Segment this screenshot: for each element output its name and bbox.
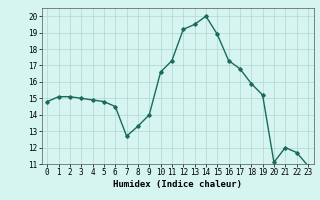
X-axis label: Humidex (Indice chaleur): Humidex (Indice chaleur) xyxy=(113,180,242,189)
